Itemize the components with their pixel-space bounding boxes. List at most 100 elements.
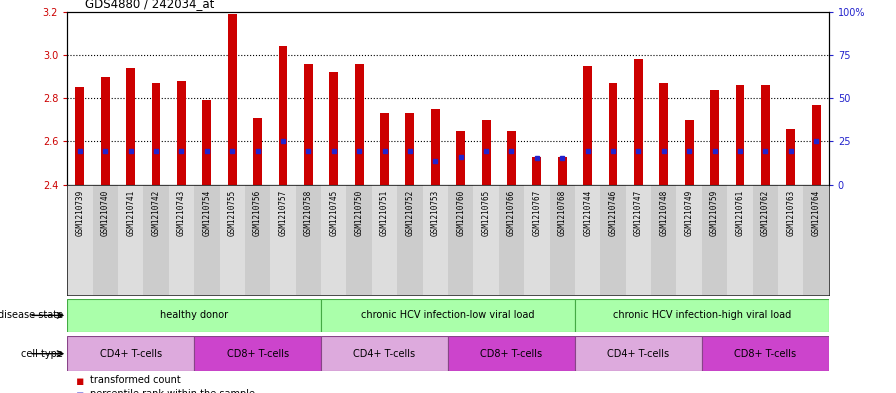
Text: CD8+ T-cells: CD8+ T-cells <box>734 349 797 359</box>
Text: chronic HCV infection-low viral load: chronic HCV infection-low viral load <box>361 310 535 320</box>
Bar <box>143 185 168 295</box>
Bar <box>101 77 109 185</box>
Bar <box>168 185 194 295</box>
Text: GSM1210757: GSM1210757 <box>279 190 288 237</box>
Text: GSM1210759: GSM1210759 <box>710 190 719 237</box>
Bar <box>685 120 694 185</box>
Bar <box>728 185 753 295</box>
Bar <box>753 185 778 295</box>
Bar <box>321 336 448 371</box>
Bar <box>321 299 575 332</box>
Text: GSM1210767: GSM1210767 <box>532 190 541 237</box>
Text: GSM1210754: GSM1210754 <box>202 190 211 237</box>
Bar <box>431 109 440 185</box>
Text: GSM1210760: GSM1210760 <box>456 190 465 237</box>
Bar <box>549 185 575 295</box>
Bar <box>372 185 397 295</box>
Text: percentile rank within the sample: percentile rank within the sample <box>90 389 254 393</box>
Bar <box>67 336 194 371</box>
Bar <box>194 336 321 371</box>
Bar <box>92 185 118 295</box>
Text: GSM1210743: GSM1210743 <box>177 190 186 237</box>
Bar <box>423 185 448 295</box>
Text: GSM1210756: GSM1210756 <box>253 190 263 237</box>
Bar <box>702 185 728 295</box>
Bar <box>355 64 364 185</box>
Bar <box>202 100 211 185</box>
Text: GSM1210747: GSM1210747 <box>633 190 643 237</box>
Text: GSM1210763: GSM1210763 <box>786 190 796 237</box>
Text: GSM1210746: GSM1210746 <box>608 190 617 237</box>
Text: transformed count: transformed count <box>90 375 180 385</box>
Bar <box>194 185 220 295</box>
Bar <box>321 185 347 295</box>
Bar <box>177 81 185 185</box>
Bar <box>532 156 541 185</box>
Bar <box>659 83 668 185</box>
Bar <box>575 336 702 371</box>
Bar <box>330 72 338 185</box>
Bar <box>67 185 92 295</box>
Text: GSM1210755: GSM1210755 <box>228 190 237 237</box>
Bar <box>304 64 313 185</box>
Bar <box>625 185 651 295</box>
Text: GSM1210766: GSM1210766 <box>507 190 516 237</box>
Text: CD4+ T-cells: CD4+ T-cells <box>607 349 669 359</box>
Text: disease state: disease state <box>0 310 63 320</box>
Bar <box>75 87 84 185</box>
Text: GSM1210753: GSM1210753 <box>431 190 440 237</box>
Bar <box>711 90 719 185</box>
Text: CD8+ T-cells: CD8+ T-cells <box>480 349 543 359</box>
Bar <box>126 68 135 185</box>
Bar <box>279 46 288 185</box>
Bar <box>271 185 296 295</box>
Bar <box>787 129 795 185</box>
Bar <box>651 185 676 295</box>
Text: healthy donor: healthy donor <box>160 310 228 320</box>
Text: CD4+ T-cells: CD4+ T-cells <box>353 349 416 359</box>
Bar <box>228 14 237 185</box>
Text: GSM1210741: GSM1210741 <box>126 190 135 237</box>
Text: GSM1210739: GSM1210739 <box>75 190 84 237</box>
Text: cell type: cell type <box>21 349 63 359</box>
Bar <box>761 85 770 185</box>
Bar <box>558 156 566 185</box>
Bar <box>676 185 702 295</box>
Bar <box>482 120 490 185</box>
Bar <box>473 185 499 295</box>
Text: GDS4880 / 242034_at: GDS4880 / 242034_at <box>85 0 214 10</box>
Bar <box>804 185 829 295</box>
Bar <box>575 299 829 332</box>
Bar <box>406 113 414 185</box>
Text: GSM1210742: GSM1210742 <box>151 190 160 237</box>
Text: GSM1210748: GSM1210748 <box>659 190 668 237</box>
Bar <box>608 83 617 185</box>
Text: GSM1210768: GSM1210768 <box>557 190 567 237</box>
Text: GSM1210751: GSM1210751 <box>380 190 389 237</box>
Bar <box>245 185 271 295</box>
Text: GSM1210750: GSM1210750 <box>355 190 364 237</box>
Bar <box>254 118 262 185</box>
Text: GSM1210744: GSM1210744 <box>583 190 592 237</box>
Bar <box>524 185 549 295</box>
Bar <box>778 185 804 295</box>
Bar <box>600 185 625 295</box>
Text: GSM1210764: GSM1210764 <box>812 190 821 237</box>
Bar <box>380 113 389 185</box>
Bar <box>575 185 600 295</box>
Bar <box>220 185 245 295</box>
Bar <box>702 336 829 371</box>
Text: GSM1210762: GSM1210762 <box>761 190 770 237</box>
Text: GSM1210758: GSM1210758 <box>304 190 313 237</box>
Bar <box>397 185 423 295</box>
Bar <box>507 130 516 185</box>
Bar <box>634 59 642 185</box>
Text: chronic HCV infection-high viral load: chronic HCV infection-high viral load <box>613 310 791 320</box>
Text: GSM1210749: GSM1210749 <box>685 190 694 237</box>
Bar <box>67 299 321 332</box>
Bar <box>296 185 321 295</box>
Text: CD4+ T-cells: CD4+ T-cells <box>99 349 162 359</box>
Text: GSM1210745: GSM1210745 <box>329 190 339 237</box>
Text: GSM1210740: GSM1210740 <box>100 190 110 237</box>
Bar <box>456 130 465 185</box>
